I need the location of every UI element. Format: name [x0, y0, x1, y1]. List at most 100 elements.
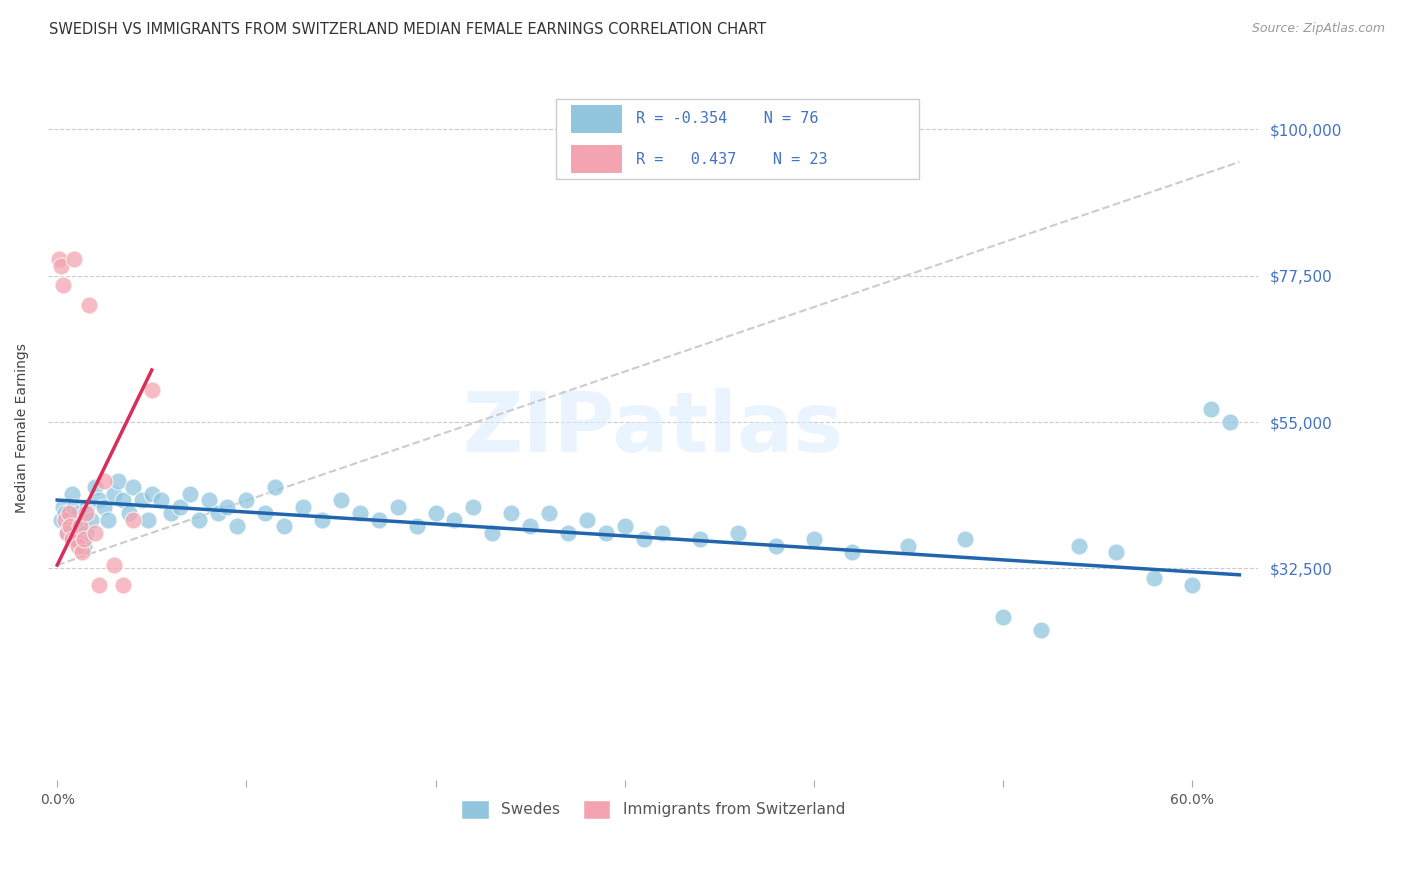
Point [481, 525, 503, 540]
Point [150, 493, 173, 508]
Point [80, 512, 103, 526]
Point [122, 480, 145, 494]
Point [69, 525, 91, 540]
Point [1181, 577, 1204, 591]
Point [1067, 539, 1090, 553]
Point [52, 500, 75, 514]
Point [169, 500, 191, 514]
Point [122, 512, 145, 526]
Point [991, 610, 1014, 624]
Point [311, 512, 333, 526]
Point [75, 506, 97, 520]
Point [207, 506, 229, 520]
Y-axis label: Median Female Earnings: Median Female Earnings [15, 343, 30, 514]
Point [103, 558, 125, 572]
Point [53, 506, 76, 520]
Point [188, 512, 211, 526]
Point [107, 474, 129, 488]
Point [93, 474, 115, 488]
Point [651, 525, 673, 540]
Point [84, 480, 107, 494]
Point [443, 512, 465, 526]
Point [197, 493, 219, 508]
Point [48, 252, 70, 267]
FancyBboxPatch shape [557, 98, 920, 179]
Point [263, 480, 285, 494]
Point [141, 383, 163, 397]
Legend: Swedes, Immigrants from Switzerland: Swedes, Immigrants from Switzerland [456, 794, 851, 824]
Point [84, 525, 107, 540]
Point [367, 512, 389, 526]
Point [1029, 623, 1052, 637]
Point [217, 500, 239, 514]
Point [70, 512, 93, 526]
Point [52, 278, 75, 293]
Point [65, 532, 87, 546]
Point [501, 506, 523, 520]
Point [136, 512, 159, 526]
Point [595, 525, 617, 540]
Point [765, 539, 787, 553]
Point [49, 512, 72, 526]
Point [841, 545, 863, 559]
Point [73, 532, 96, 546]
Point [633, 532, 655, 546]
Point [79, 298, 101, 312]
Point [53, 512, 76, 526]
Point [58, 512, 80, 526]
Point [1143, 571, 1166, 585]
Point [112, 577, 135, 591]
Text: ZIPatlas: ZIPatlas [463, 388, 844, 469]
Point [425, 506, 447, 520]
Point [60, 532, 83, 546]
Point [118, 506, 141, 520]
Point [103, 486, 125, 500]
Point [405, 519, 427, 533]
Point [87, 493, 110, 508]
Point [49, 259, 72, 273]
Point [273, 519, 295, 533]
Point [55, 525, 77, 540]
Point [70, 545, 93, 559]
Point [1105, 545, 1128, 559]
Point [254, 506, 277, 520]
Point [613, 519, 636, 533]
Point [75, 525, 97, 540]
Text: R = -0.354    N = 76: R = -0.354 N = 76 [636, 112, 818, 126]
FancyBboxPatch shape [571, 145, 621, 173]
Point [60, 486, 83, 500]
Point [73, 539, 96, 553]
Point [131, 493, 153, 508]
Point [141, 486, 163, 500]
Point [803, 532, 825, 546]
FancyBboxPatch shape [571, 104, 621, 133]
Point [727, 525, 749, 540]
Point [953, 532, 976, 546]
Point [575, 512, 598, 526]
Point [329, 493, 352, 508]
Point [349, 506, 371, 520]
Point [58, 506, 80, 520]
Point [63, 252, 86, 267]
Point [87, 577, 110, 591]
Point [76, 500, 98, 514]
Point [159, 506, 181, 520]
Point [112, 493, 135, 508]
Text: SWEDISH VS IMMIGRANTS FROM SWITZERLAND MEDIAN FEMALE EARNINGS CORRELATION CHART: SWEDISH VS IMMIGRANTS FROM SWITZERLAND M… [49, 22, 766, 37]
Text: Source: ZipAtlas.com: Source: ZipAtlas.com [1251, 22, 1385, 36]
Point [59, 519, 82, 533]
Point [235, 493, 257, 508]
Point [69, 519, 91, 533]
Point [463, 500, 485, 514]
Point [1199, 402, 1222, 417]
Point [519, 519, 541, 533]
Point [65, 532, 87, 546]
Point [387, 500, 409, 514]
Point [897, 539, 920, 553]
Point [66, 506, 89, 520]
Text: R =   0.437    N = 23: R = 0.437 N = 23 [636, 152, 828, 167]
Point [1219, 415, 1241, 429]
Point [689, 532, 711, 546]
Point [93, 500, 115, 514]
Point [55, 525, 77, 540]
